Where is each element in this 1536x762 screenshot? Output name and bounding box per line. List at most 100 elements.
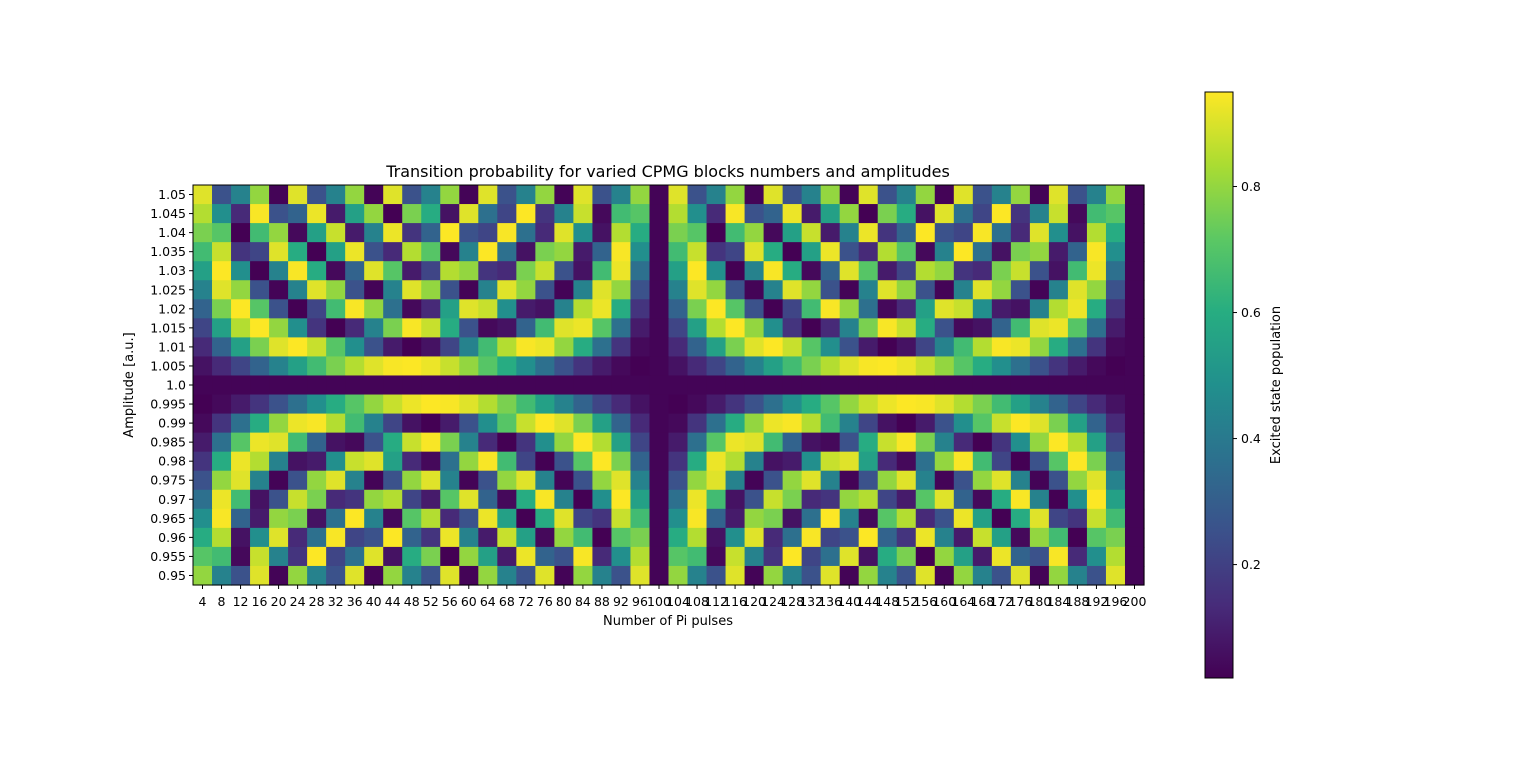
heatmap-cell bbox=[1067, 565, 1088, 586]
heatmap-cell bbox=[1048, 280, 1069, 300]
heatmap-cell bbox=[1067, 242, 1088, 262]
x-tick-label: 28 bbox=[309, 594, 325, 609]
heatmap-cell bbox=[1086, 280, 1107, 300]
heatmap-cell bbox=[421, 470, 441, 491]
heatmap-cell bbox=[326, 261, 346, 281]
heatmap-cell bbox=[250, 451, 270, 472]
heatmap-cell bbox=[915, 489, 936, 510]
heatmap-cell bbox=[1048, 508, 1069, 529]
heatmap-cell bbox=[250, 299, 270, 319]
heatmap-cell bbox=[782, 185, 803, 205]
heatmap-cell bbox=[402, 470, 422, 491]
heatmap-cell bbox=[953, 470, 974, 491]
heatmap-cell bbox=[649, 204, 670, 224]
heatmap-cell bbox=[440, 546, 460, 567]
heatmap-cell bbox=[725, 280, 746, 300]
heatmap-cell bbox=[953, 242, 974, 262]
y-tick-label: 0.97 bbox=[158, 492, 186, 507]
heatmap-cell bbox=[1029, 223, 1050, 243]
heatmap-cell bbox=[934, 508, 955, 529]
heatmap-cell bbox=[307, 451, 327, 472]
heatmap-cell bbox=[839, 280, 860, 300]
heatmap-cell bbox=[915, 204, 936, 224]
heatmap-cell bbox=[459, 527, 479, 548]
heatmap-cell bbox=[611, 185, 632, 205]
heatmap-cell bbox=[231, 489, 251, 510]
heatmap-cell bbox=[972, 280, 993, 300]
heatmap-cell bbox=[250, 527, 270, 548]
heatmap-cell bbox=[402, 337, 422, 358]
heatmap-cell bbox=[1105, 546, 1126, 567]
heatmap-cell bbox=[1086, 337, 1107, 358]
heatmap-cell bbox=[497, 546, 517, 567]
heatmap-cell bbox=[649, 432, 670, 453]
heatmap-cell bbox=[934, 299, 955, 319]
heatmap-cell bbox=[1048, 299, 1069, 319]
heatmap-cell bbox=[991, 337, 1012, 358]
heatmap-cell bbox=[782, 356, 803, 377]
heatmap-cell bbox=[383, 318, 403, 338]
heatmap-cell bbox=[402, 565, 422, 586]
heatmap-cell bbox=[402, 185, 422, 205]
heatmap-cell bbox=[820, 223, 841, 243]
heatmap-cell bbox=[915, 508, 936, 529]
heatmap-cell bbox=[269, 337, 289, 358]
heatmap-cell bbox=[1048, 565, 1069, 586]
heatmap-cell bbox=[801, 394, 822, 415]
heatmap-cell bbox=[573, 299, 594, 319]
heatmap-cell bbox=[212, 394, 232, 415]
heatmap-cell bbox=[345, 280, 365, 300]
heatmap-cell bbox=[934, 394, 955, 415]
x-tick-label: 192 bbox=[1085, 594, 1109, 609]
heatmap-cell bbox=[915, 432, 936, 453]
heatmap-cell bbox=[915, 280, 936, 300]
heatmap-cell bbox=[307, 546, 327, 567]
colorbar-tick-label: 0.6 bbox=[1241, 305, 1261, 320]
heatmap-cell bbox=[934, 185, 955, 205]
heatmap-cell bbox=[858, 280, 879, 300]
heatmap-cell bbox=[573, 356, 594, 377]
heatmap-cell bbox=[991, 242, 1012, 262]
heatmap-cell bbox=[1086, 508, 1107, 529]
heatmap-cell bbox=[516, 489, 536, 510]
heatmap-cell bbox=[877, 527, 898, 548]
heatmap-cell bbox=[744, 242, 765, 262]
heatmap-cell bbox=[421, 489, 441, 510]
heatmap-cell bbox=[307, 242, 327, 262]
heatmap-cell bbox=[1067, 413, 1088, 434]
heatmap-cell bbox=[649, 375, 670, 396]
heatmap-cell bbox=[459, 565, 479, 586]
heatmap-cell bbox=[421, 204, 441, 224]
heatmap-cell bbox=[782, 375, 803, 396]
heatmap-cell bbox=[269, 432, 289, 453]
heatmap-cell bbox=[782, 394, 803, 415]
heatmap-cell bbox=[630, 204, 651, 224]
heatmap-cell bbox=[839, 451, 860, 472]
heatmap-cell bbox=[421, 280, 441, 300]
heatmap-cell bbox=[592, 337, 613, 358]
heatmap-cell bbox=[820, 337, 841, 358]
heatmap-cell bbox=[345, 565, 365, 586]
heatmap-cell bbox=[763, 356, 784, 377]
heatmap-cell bbox=[250, 185, 270, 205]
heatmap-cell bbox=[858, 565, 879, 586]
x-tick-label: 136 bbox=[818, 594, 842, 609]
heatmap-cell bbox=[307, 223, 327, 243]
heatmap-cell bbox=[858, 318, 879, 338]
heatmap-cell bbox=[535, 527, 555, 548]
heatmap-cell bbox=[725, 546, 746, 567]
heatmap-cell bbox=[497, 185, 517, 205]
heatmap-cell bbox=[1086, 565, 1107, 586]
heatmap-cell bbox=[250, 508, 270, 529]
heatmap-cell bbox=[497, 242, 517, 262]
heatmap-cell bbox=[592, 223, 613, 243]
heatmap-cell bbox=[934, 280, 955, 300]
heatmap-cell bbox=[725, 489, 746, 510]
heatmap-cell bbox=[896, 299, 917, 319]
heatmap-cell bbox=[687, 337, 708, 358]
heatmap-cell bbox=[972, 223, 993, 243]
heatmap-cell bbox=[383, 413, 403, 434]
y-tick-label: 0.975 bbox=[150, 473, 186, 488]
x-tick-label: 108 bbox=[685, 594, 709, 609]
heatmap-cell bbox=[611, 432, 632, 453]
